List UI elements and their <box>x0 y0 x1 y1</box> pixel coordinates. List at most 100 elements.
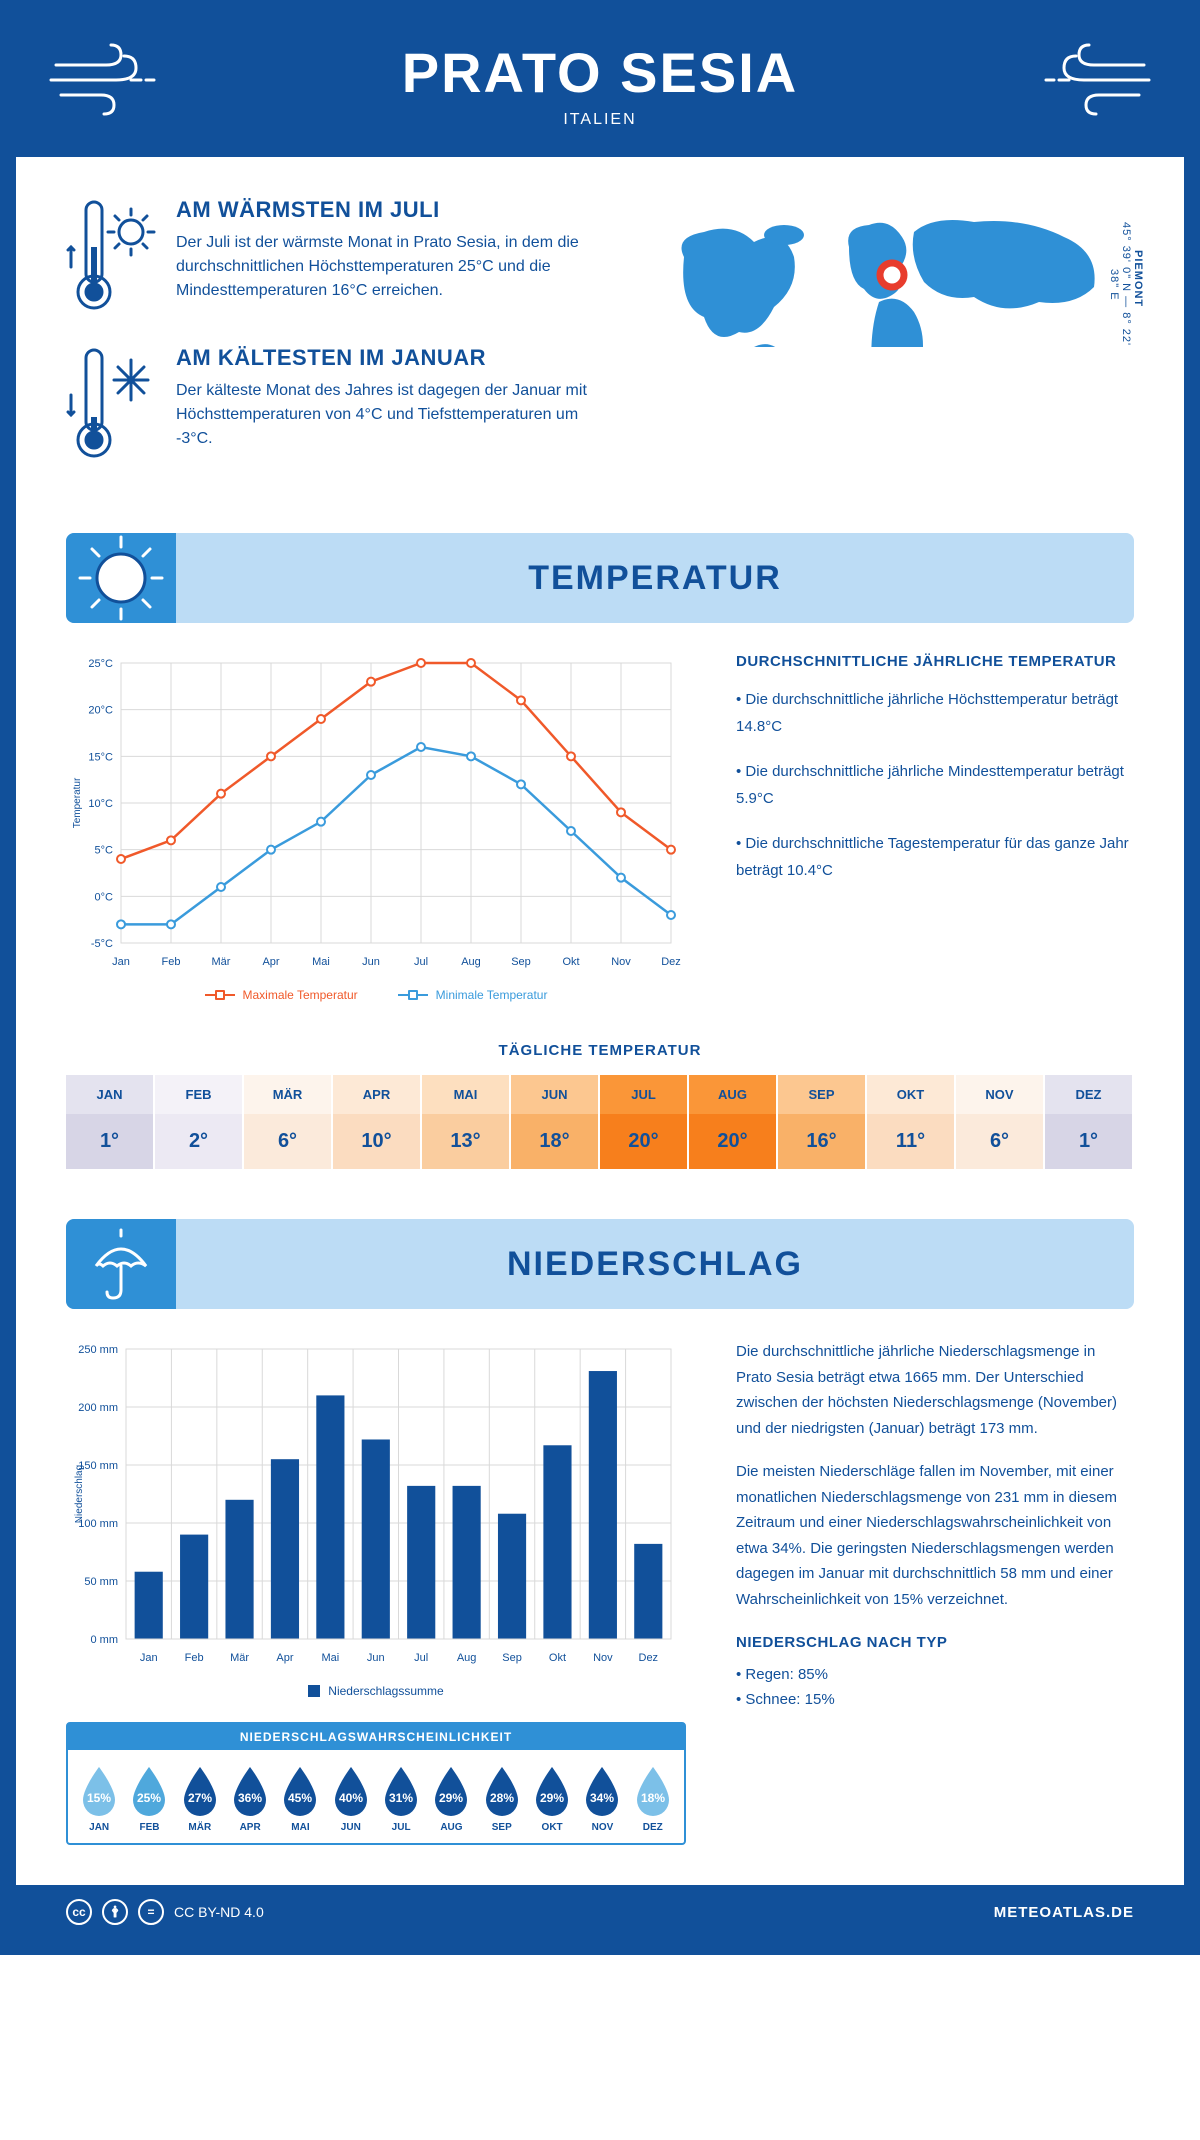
daily-value: 13° <box>422 1114 511 1169</box>
precipitation-probability-box: NIEDERSCHLAGSWAHRSCHEINLICHKEIT 15% JAN … <box>66 1722 686 1845</box>
prob-drop: 28% SEP <box>479 1764 525 1833</box>
daily-value: 6° <box>956 1114 1045 1169</box>
page-title: PRATO SESIA <box>36 40 1164 105</box>
temperature-banner: TEMPERATUR <box>66 533 1134 623</box>
daily-month: FEB <box>155 1075 244 1114</box>
svg-text:Nov: Nov <box>593 1652 613 1664</box>
svg-text:Dez: Dez <box>639 1652 659 1664</box>
svg-text:Jun: Jun <box>362 956 380 968</box>
daily-cell: OKT11° <box>867 1075 956 1169</box>
daily-month: JUN <box>511 1075 600 1114</box>
annual-temp-l1: • Die durchschnittliche jährliche Höchst… <box>736 686 1134 740</box>
site-name: METEOATLAS.DE <box>994 1904 1134 1921</box>
precip-p2: Die meisten Niederschläge fallen im Nove… <box>736 1459 1134 1612</box>
annual-temp-text: DURCHSCHNITTLICHE JÄHRLICHE TEMPERATUR •… <box>736 653 1134 884</box>
prob-drop: 36% APR <box>227 1764 273 1833</box>
svg-text:0 mm: 0 mm <box>91 1634 119 1646</box>
precipitation-row: 0 mm50 mm100 mm150 mm200 mm250 mmJanFebM… <box>66 1339 1134 1845</box>
daily-value: 2° <box>155 1114 244 1169</box>
umbrella-icon <box>66 1219 176 1309</box>
svg-text:34%: 34% <box>590 1791 614 1805</box>
daily-value: 10° <box>333 1114 422 1169</box>
license-block: cc 🛉 = CC BY-ND 4.0 <box>66 1899 264 1925</box>
daily-month: NOV <box>956 1075 1045 1114</box>
cold-title: AM KÄLTESTEN IM JANUAR <box>176 345 604 371</box>
temperature-title: TEMPERATUR <box>176 559 1134 598</box>
header: PRATO SESIA ITALIEN <box>16 16 1184 157</box>
by-icon: 🛉 <box>102 1899 128 1925</box>
coords-label: 45° 39' 0" N — 8° 22' 38" E <box>1108 222 1132 346</box>
prob-drop: 34% NOV <box>579 1764 625 1833</box>
svg-text:45%: 45% <box>288 1791 312 1805</box>
svg-text:25°C: 25°C <box>88 658 113 670</box>
cold-block: AM KÄLTESTEN IM JANUAR Der kälteste Mona… <box>66 345 604 465</box>
intro-text-blocks: AM WÄRMSTEN IM JULI Der Juli ist der wär… <box>66 197 604 493</box>
legend-max: Maximale Temperatur <box>243 988 358 1002</box>
svg-text:250 mm: 250 mm <box>78 1344 118 1356</box>
wind-icon <box>1034 40 1154 120</box>
temperature-row: -5°C0°C5°C10°C15°C20°C25°CJanFebMärAprMa… <box>66 653 1134 1002</box>
svg-text:Mär: Mär <box>230 1652 249 1664</box>
daily-cell: DEZ1° <box>1045 1075 1134 1169</box>
thermometer-cold-icon <box>66 345 156 465</box>
precipitation-text: Die durchschnittliche jährliche Niedersc… <box>736 1339 1134 1713</box>
svg-text:Aug: Aug <box>457 1652 477 1664</box>
daily-month: JAN <box>66 1075 155 1114</box>
svg-text:Temperatur: Temperatur <box>72 777 83 828</box>
daily-value: 11° <box>867 1114 956 1169</box>
svg-text:15°C: 15°C <box>88 751 113 763</box>
precip-snow: • Schnee: 15% <box>736 1687 1134 1713</box>
svg-text:-5°C: -5°C <box>91 938 113 950</box>
warm-block: AM WÄRMSTEN IM JULI Der Juli ist der wär… <box>66 197 604 317</box>
temperature-legend: Maximale Temperatur Minimale Temperatur <box>66 988 686 1002</box>
cc-icon: cc <box>66 1899 92 1925</box>
prob-row: 15% JAN 25% FEB 27% MÄR 36% APR 45% MAI … <box>68 1750 684 1843</box>
svg-text:Feb: Feb <box>185 1652 204 1664</box>
wind-icon <box>46 40 166 120</box>
daily-value: 20° <box>689 1114 778 1169</box>
svg-text:Mai: Mai <box>322 1652 340 1664</box>
daily-value: 6° <box>244 1114 333 1169</box>
coordinates: PIEMONT 45° 39' 0" N — 8° 22' 38" E <box>1108 217 1144 352</box>
precip-rain: • Regen: 85% <box>736 1662 1134 1688</box>
prob-drop: 31% JUL <box>378 1764 424 1833</box>
svg-text:0°C: 0°C <box>95 891 114 903</box>
cold-body: Der kälteste Monat des Jahres ist dagege… <box>176 379 604 451</box>
prob-drop: 15% JAN <box>76 1764 122 1833</box>
daily-month: APR <box>333 1075 422 1114</box>
daily-cell: MÄR6° <box>244 1075 333 1169</box>
annual-temp-title: DURCHSCHNITTLICHE JÄHRLICHE TEMPERATUR <box>736 653 1134 670</box>
svg-text:Mär: Mär <box>212 956 231 968</box>
daily-cell: JAN1° <box>66 1075 155 1169</box>
daily-month: MÄR <box>244 1075 333 1114</box>
warm-title: AM WÄRMSTEN IM JULI <box>176 197 604 223</box>
svg-text:Nov: Nov <box>611 956 631 968</box>
daily-month: JUL <box>600 1075 689 1114</box>
svg-text:200 mm: 200 mm <box>78 1402 118 1414</box>
page: PRATO SESIA ITALIEN <box>0 0 1200 1955</box>
annual-temp-l2: • Die durchschnittliche jährliche Mindes… <box>736 758 1134 812</box>
svg-text:15%: 15% <box>87 1791 111 1805</box>
svg-text:Jul: Jul <box>414 1652 428 1664</box>
daily-value: 16° <box>778 1114 867 1169</box>
prob-drop: 29% OKT <box>529 1764 575 1833</box>
daily-value: 1° <box>66 1114 155 1169</box>
footer: cc 🛉 = CC BY-ND 4.0 METEOATLAS.DE <box>16 1885 1184 1939</box>
precip-p1: Die durchschnittliche jährliche Niedersc… <box>736 1339 1134 1441</box>
daily-cell: FEB2° <box>155 1075 244 1169</box>
sun-icon <box>66 533 176 623</box>
daily-cell: NOV6° <box>956 1075 1045 1169</box>
svg-text:40%: 40% <box>339 1791 363 1805</box>
prob-title: NIEDERSCHLAGSWAHRSCHEINLICHKEIT <box>68 1724 684 1750</box>
daily-month: OKT <box>867 1075 956 1114</box>
precipitation-title: NIEDERSCHLAG <box>176 1245 1134 1284</box>
svg-text:Jan: Jan <box>112 956 130 968</box>
svg-text:25%: 25% <box>137 1791 161 1805</box>
daily-month: SEP <box>778 1075 867 1114</box>
prob-drop: 18% DEZ <box>630 1764 676 1833</box>
svg-text:Apr: Apr <box>276 1652 293 1664</box>
svg-text:29%: 29% <box>439 1791 463 1805</box>
svg-text:5°C: 5°C <box>95 845 114 857</box>
daily-value: 1° <box>1045 1114 1134 1169</box>
svg-text:Okt: Okt <box>549 1652 566 1664</box>
